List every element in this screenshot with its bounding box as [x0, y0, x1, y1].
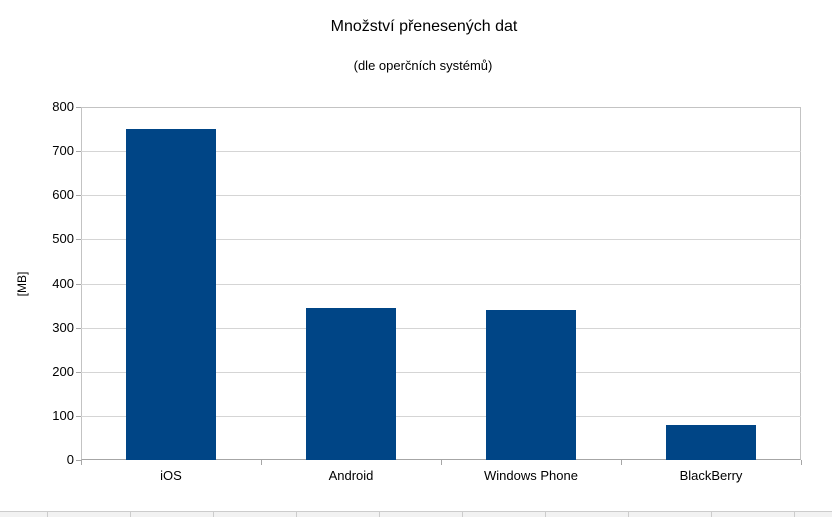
gridline [81, 151, 801, 152]
spreadsheet-strip [0, 511, 832, 517]
column-separator [130, 512, 131, 517]
y-tick-label: 500 [52, 231, 74, 246]
x-tick-mark [801, 460, 802, 465]
column-separator [794, 512, 795, 517]
column-separator [628, 512, 629, 517]
y-tick-mark [76, 460, 81, 461]
y-tick-label: 800 [52, 99, 74, 114]
y-tick-mark [76, 107, 81, 108]
y-tick-mark [76, 239, 81, 240]
gridline [81, 284, 801, 285]
gridline [81, 328, 801, 329]
y-tick-mark [76, 151, 81, 152]
y-tick-label: 0 [66, 452, 74, 467]
y-tick-label: 600 [52, 187, 74, 202]
x-tick-mark [621, 460, 622, 465]
category-label: BlackBerry [679, 468, 743, 483]
gridline [81, 239, 801, 240]
column-separator [296, 512, 297, 517]
y-tick-mark [76, 328, 81, 329]
column-separator [462, 512, 463, 517]
category-label: Android [328, 468, 374, 483]
x-tick-mark [81, 460, 82, 465]
gridline [81, 195, 801, 196]
gridline [81, 372, 801, 373]
y-axis-title: [MB] [15, 271, 29, 297]
column-separator [213, 512, 214, 517]
y-tick-label: 700 [52, 143, 74, 158]
bar [666, 425, 756, 460]
chart-subtitle: (dle operčních systémů) [353, 58, 493, 73]
y-tick-label: 400 [52, 276, 74, 291]
y-tick-label: 100 [52, 408, 74, 423]
column-separator [47, 512, 48, 517]
x-tick-mark [261, 460, 262, 465]
bar [306, 308, 396, 460]
y-tick-label: 300 [52, 320, 74, 335]
bar [486, 310, 576, 460]
category-label: Windows Phone [484, 468, 578, 483]
y-tick-mark [76, 195, 81, 196]
y-tick-label: 200 [52, 364, 74, 379]
bar [126, 129, 216, 460]
gridline [81, 416, 801, 417]
y-tick-mark [76, 416, 81, 417]
category-label: iOS [160, 468, 182, 483]
column-separator [545, 512, 546, 517]
x-tick-mark [441, 460, 442, 465]
y-tick-mark [76, 284, 81, 285]
column-separator [711, 512, 712, 517]
chart-title: Množství přenesených dat [330, 18, 518, 35]
column-separator [379, 512, 380, 517]
y-tick-mark [76, 372, 81, 373]
